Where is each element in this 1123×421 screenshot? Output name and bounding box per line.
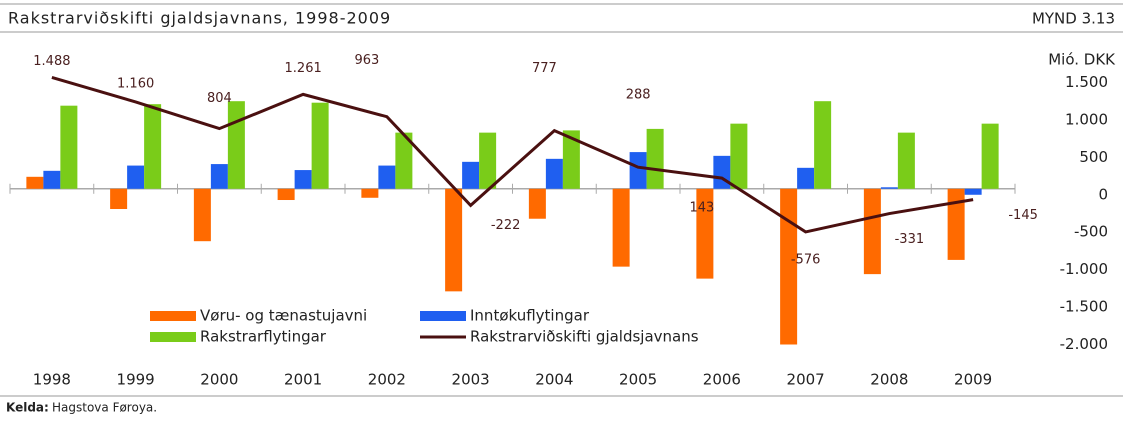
data-label: 143 bbox=[689, 201, 714, 216]
bar bbox=[730, 123, 748, 189]
bar bbox=[193, 188, 211, 242]
bar bbox=[277, 188, 295, 201]
legend-label: Rakstrarflytingar bbox=[200, 328, 327, 346]
bar bbox=[311, 102, 329, 189]
x-tick-label: 2001 bbox=[284, 371, 322, 389]
x-tick-label: 2007 bbox=[787, 371, 825, 389]
bar bbox=[43, 170, 61, 189]
bar bbox=[814, 101, 832, 189]
x-tick-label: 2003 bbox=[452, 371, 490, 389]
source-label: Kelda: bbox=[6, 401, 49, 415]
bar bbox=[897, 132, 915, 189]
bar bbox=[479, 132, 497, 189]
line bbox=[51, 75, 974, 234]
bar bbox=[294, 170, 312, 189]
bar bbox=[612, 188, 630, 267]
bar bbox=[227, 101, 245, 189]
bar bbox=[981, 123, 999, 189]
data-label: -222 bbox=[491, 218, 521, 233]
data-label: 1.160 bbox=[117, 76, 154, 91]
source: Hagstova Føroya. bbox=[52, 401, 157, 415]
bar bbox=[144, 104, 162, 189]
x-tick-label: 2002 bbox=[368, 371, 406, 389]
bar bbox=[797, 167, 815, 189]
bar bbox=[378, 165, 396, 189]
x-tick-label: 2009 bbox=[954, 371, 992, 389]
bar bbox=[361, 188, 379, 198]
data-label: 804 bbox=[207, 91, 232, 106]
data-label: -145 bbox=[1008, 208, 1038, 223]
x-tick-label: 2004 bbox=[535, 371, 573, 389]
bar bbox=[880, 187, 898, 189]
legend-swatch bbox=[420, 311, 466, 321]
y-tick-label: -2.000 bbox=[1060, 335, 1108, 353]
figure-label: MYND 3.13 bbox=[1032, 10, 1115, 28]
data-label: 963 bbox=[354, 53, 379, 68]
y-tick-label: -1.000 bbox=[1060, 260, 1108, 278]
y-tick-label: 1.500 bbox=[1065, 73, 1108, 91]
bar bbox=[629, 152, 647, 189]
bar bbox=[110, 188, 128, 209]
legend-swatch bbox=[150, 332, 196, 342]
bar bbox=[780, 188, 798, 345]
bar bbox=[562, 130, 580, 189]
bar bbox=[210, 164, 228, 189]
y-tick-label: 500 bbox=[1079, 148, 1108, 166]
x-tick-label: 2006 bbox=[703, 371, 741, 389]
data-label: -331 bbox=[895, 232, 925, 247]
legend-label: Inntøkuflytingar bbox=[470, 307, 590, 325]
bar bbox=[127, 165, 145, 189]
y-tick-label: 1.000 bbox=[1065, 110, 1108, 128]
y-axis-label: Mió. DKK bbox=[1048, 51, 1116, 69]
data-label: 777 bbox=[532, 61, 557, 76]
x-tick-label: 2005 bbox=[619, 371, 657, 389]
data-label: 1.488 bbox=[33, 54, 70, 69]
bar bbox=[863, 188, 881, 275]
data-label: -576 bbox=[791, 252, 821, 267]
bar bbox=[545, 158, 563, 189]
bar bbox=[395, 132, 413, 189]
x-tick-label: 1998 bbox=[33, 371, 71, 389]
legend-label: Rakstrarviðskifti gjaldsjavnans bbox=[470, 328, 699, 346]
chart-title: Rakstrarviðskifti gjaldsjavnans, 1998-20… bbox=[8, 9, 391, 28]
bar bbox=[528, 188, 546, 219]
x-tick-label: 1999 bbox=[117, 371, 155, 389]
bar bbox=[445, 188, 463, 292]
bar bbox=[696, 188, 714, 279]
bar bbox=[713, 155, 731, 189]
y-tick-label: -1.500 bbox=[1060, 298, 1108, 316]
y-tick-label: 0 bbox=[1098, 185, 1108, 203]
bar bbox=[646, 128, 664, 189]
y-tick-label: -500 bbox=[1074, 223, 1108, 241]
bar bbox=[26, 176, 44, 189]
bar bbox=[60, 105, 78, 189]
bar bbox=[462, 161, 480, 189]
data-label: 288 bbox=[626, 88, 651, 103]
legend-label: Vøru- og tænastujavni bbox=[200, 307, 367, 325]
bar bbox=[964, 188, 982, 195]
data-label: 1.261 bbox=[285, 61, 322, 76]
x-tick-label: 2008 bbox=[870, 371, 908, 389]
legend-swatch bbox=[150, 311, 196, 321]
bar bbox=[947, 188, 965, 260]
x-tick-label: 2000 bbox=[200, 371, 238, 389]
